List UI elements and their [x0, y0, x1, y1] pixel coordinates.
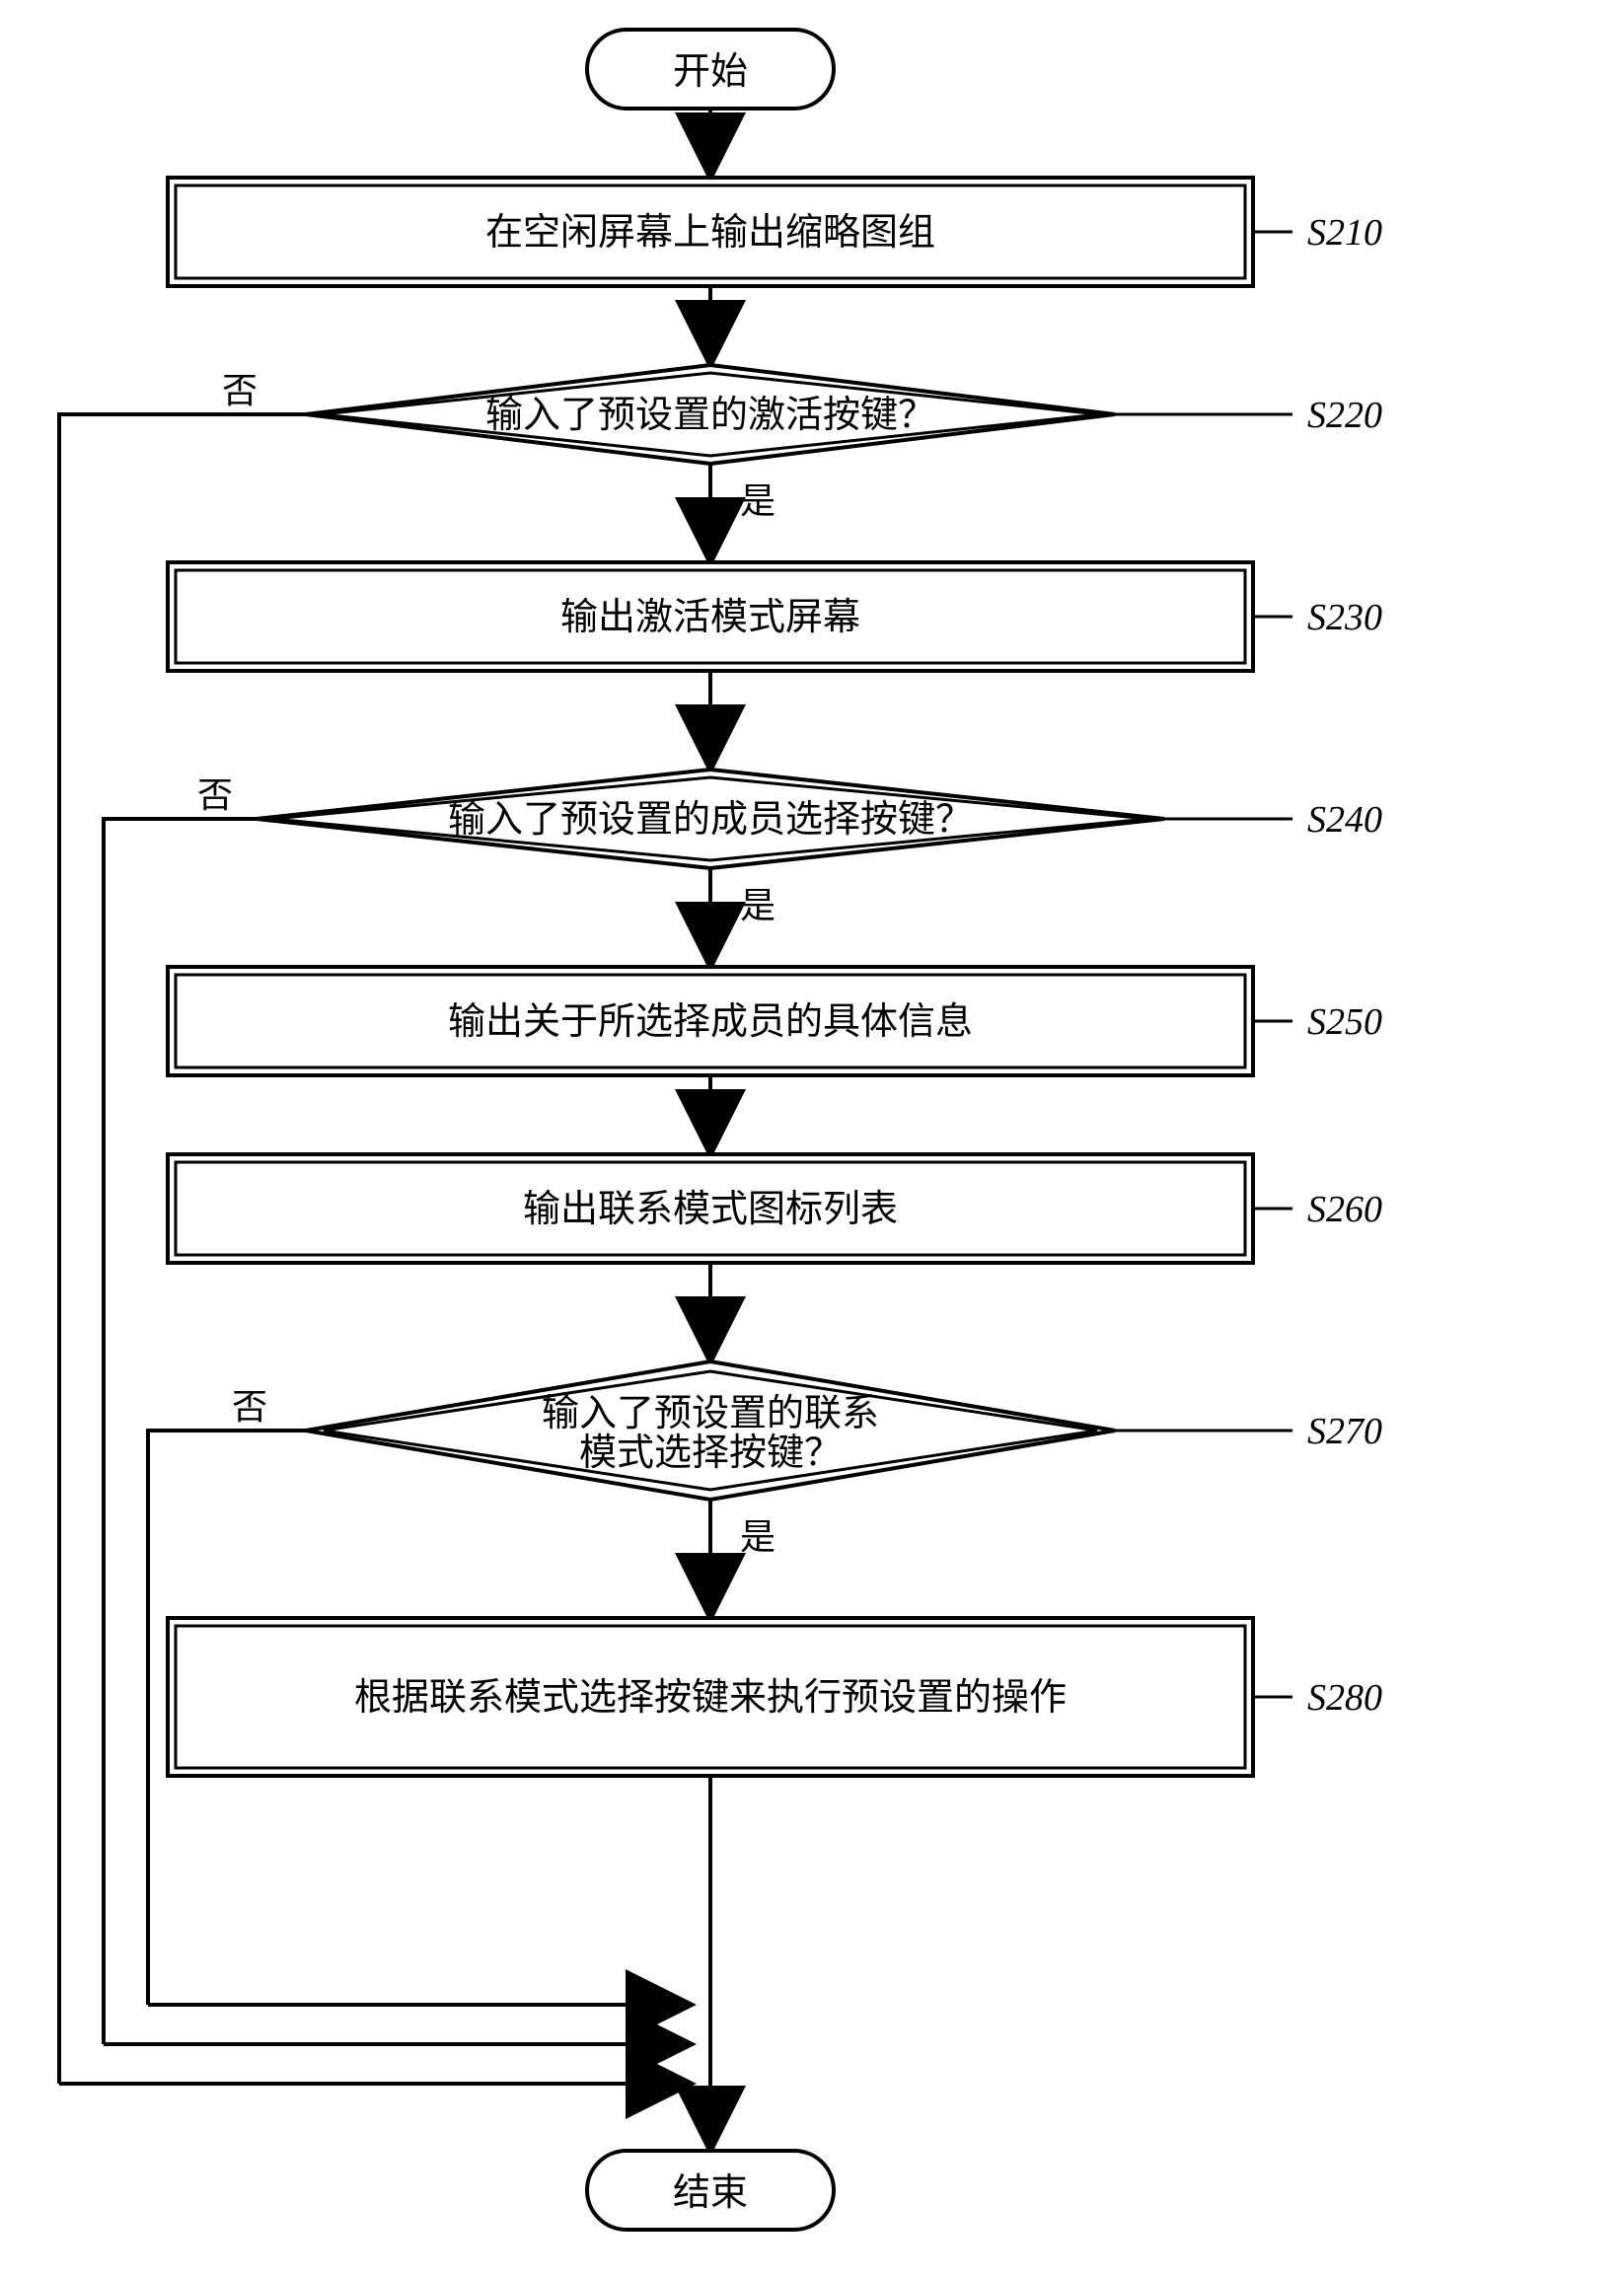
s280-label: S280 [1307, 1677, 1382, 1719]
end-label: 结束 [673, 2172, 748, 2214]
s270-yes-label: 是 [740, 1516, 775, 1557]
node-s250: 输出关于所选择成员的具体信息 [168, 967, 1253, 1075]
s250-text: 输出关于所选择成员的具体信息 [448, 1001, 973, 1043]
s220-text: 输入了预设置的激活按键？ [485, 395, 935, 436]
s270-no-label: 否 [232, 1386, 267, 1427]
node-s210: 在空闲屏幕上输出缩略图组 [168, 178, 1253, 286]
s220-no-label: 否 [222, 370, 258, 410]
s210-label: S210 [1307, 212, 1382, 254]
s270-text-1: 输入了预设置的联系 [542, 1393, 879, 1434]
node-s280: 根据联系模式选择按键来执行预设置的操作 [168, 1618, 1253, 1776]
s250-label: S250 [1307, 1001, 1382, 1043]
node-s240: 输入了预设置的成员选择按键？ [257, 770, 1164, 868]
node-s230: 输出激活模式屏幕 [168, 562, 1253, 671]
node-s270: 输入了预设置的联系 模式选择按键？ [306, 1361, 1115, 1500]
s230-text: 输出激活模式屏幕 [560, 597, 860, 638]
s270-label: S270 [1307, 1411, 1382, 1452]
s260-label: S260 [1307, 1189, 1382, 1230]
node-s220: 输入了预设置的激活按键？ [306, 365, 1115, 464]
node-s260: 输出联系模式图标列表 [168, 1154, 1253, 1263]
start-terminal: 开始 [587, 30, 834, 109]
s240-yes-label: 是 [740, 885, 775, 925]
s280-text: 根据联系模式选择按键来执行预设置的操作 [354, 1677, 1067, 1719]
s220-label: S220 [1307, 395, 1382, 436]
s220-yes-label: 是 [740, 480, 775, 521]
s240-text: 输入了预设置的成员选择按键？ [448, 799, 973, 841]
end-terminal: 结束 [587, 2151, 834, 2230]
flowchart-svg: 开始 在空闲屏幕上输出缩略图组 S210 输入了预设置的激活按键？ S220 否… [0, 0, 1624, 2278]
s230-label: S230 [1307, 597, 1382, 638]
s260-text: 输出联系模式图标列表 [523, 1189, 898, 1230]
s240-label: S240 [1307, 799, 1382, 841]
start-label: 开始 [673, 51, 748, 93]
s270-text-2: 模式选择按键？ [579, 1433, 842, 1474]
s210-text: 在空闲屏幕上输出缩略图组 [485, 212, 935, 254]
s240-no-label: 否 [197, 774, 233, 815]
